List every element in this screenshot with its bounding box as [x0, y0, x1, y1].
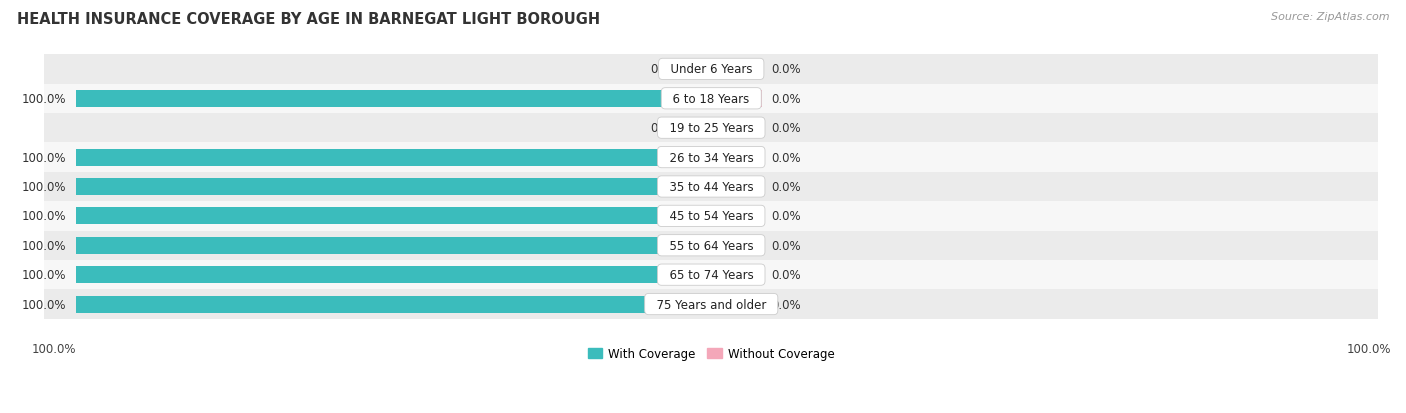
Text: 0.0%: 0.0%: [650, 122, 679, 135]
Text: 0.0%: 0.0%: [772, 239, 801, 252]
Text: HEALTH INSURANCE COVERAGE BY AGE IN BARNEGAT LIGHT BOROUGH: HEALTH INSURANCE COVERAGE BY AGE IN BARN…: [17, 12, 600, 27]
Bar: [44, 290, 1378, 319]
Text: 0.0%: 0.0%: [650, 63, 679, 76]
Text: 0.0%: 0.0%: [772, 93, 801, 106]
Bar: [44, 84, 1378, 114]
Text: 100.0%: 100.0%: [22, 93, 66, 106]
Text: 100.0%: 100.0%: [22, 210, 66, 223]
Text: 100.0%: 100.0%: [22, 268, 66, 282]
Bar: [76, 90, 711, 107]
Bar: [711, 90, 762, 107]
Text: 45 to 54 Years: 45 to 54 Years: [662, 210, 761, 223]
Bar: [44, 114, 1378, 143]
Text: 26 to 34 Years: 26 to 34 Years: [662, 151, 761, 164]
Bar: [711, 120, 762, 137]
Text: 100.0%: 100.0%: [22, 239, 66, 252]
Text: 0.0%: 0.0%: [772, 180, 801, 194]
Bar: [711, 296, 762, 313]
Bar: [44, 172, 1378, 202]
Bar: [44, 231, 1378, 260]
Bar: [44, 143, 1378, 172]
Bar: [44, 260, 1378, 290]
Text: 100.0%: 100.0%: [22, 151, 66, 164]
Bar: [76, 296, 711, 313]
Bar: [76, 266, 711, 283]
Text: 100.0%: 100.0%: [31, 342, 76, 356]
Bar: [44, 202, 1378, 231]
Text: 100.0%: 100.0%: [1347, 342, 1391, 356]
Text: 0.0%: 0.0%: [772, 151, 801, 164]
Text: 55 to 64 Years: 55 to 64 Years: [662, 239, 761, 252]
Bar: [689, 120, 711, 137]
Bar: [76, 208, 711, 225]
Text: 0.0%: 0.0%: [772, 268, 801, 282]
Bar: [76, 178, 711, 195]
Text: Under 6 Years: Under 6 Years: [662, 63, 759, 76]
Bar: [711, 237, 762, 254]
Bar: [76, 149, 711, 166]
Text: 0.0%: 0.0%: [772, 210, 801, 223]
Text: 65 to 74 Years: 65 to 74 Years: [662, 268, 761, 282]
Text: 0.0%: 0.0%: [772, 122, 801, 135]
Legend: With Coverage, Without Coverage: With Coverage, Without Coverage: [583, 342, 839, 365]
Bar: [689, 61, 711, 78]
Text: 100.0%: 100.0%: [22, 180, 66, 194]
Bar: [711, 61, 762, 78]
Text: 19 to 25 Years: 19 to 25 Years: [662, 122, 761, 135]
Bar: [711, 149, 762, 166]
Text: 0.0%: 0.0%: [772, 298, 801, 311]
Bar: [711, 178, 762, 195]
Text: 0.0%: 0.0%: [772, 63, 801, 76]
Text: 35 to 44 Years: 35 to 44 Years: [662, 180, 761, 194]
Bar: [76, 237, 711, 254]
Text: 100.0%: 100.0%: [22, 298, 66, 311]
Bar: [44, 55, 1378, 84]
Text: 75 Years and older: 75 Years and older: [648, 298, 773, 311]
Bar: [711, 266, 762, 283]
Text: Source: ZipAtlas.com: Source: ZipAtlas.com: [1271, 12, 1389, 22]
Bar: [711, 208, 762, 225]
Text: 6 to 18 Years: 6 to 18 Years: [665, 93, 756, 106]
